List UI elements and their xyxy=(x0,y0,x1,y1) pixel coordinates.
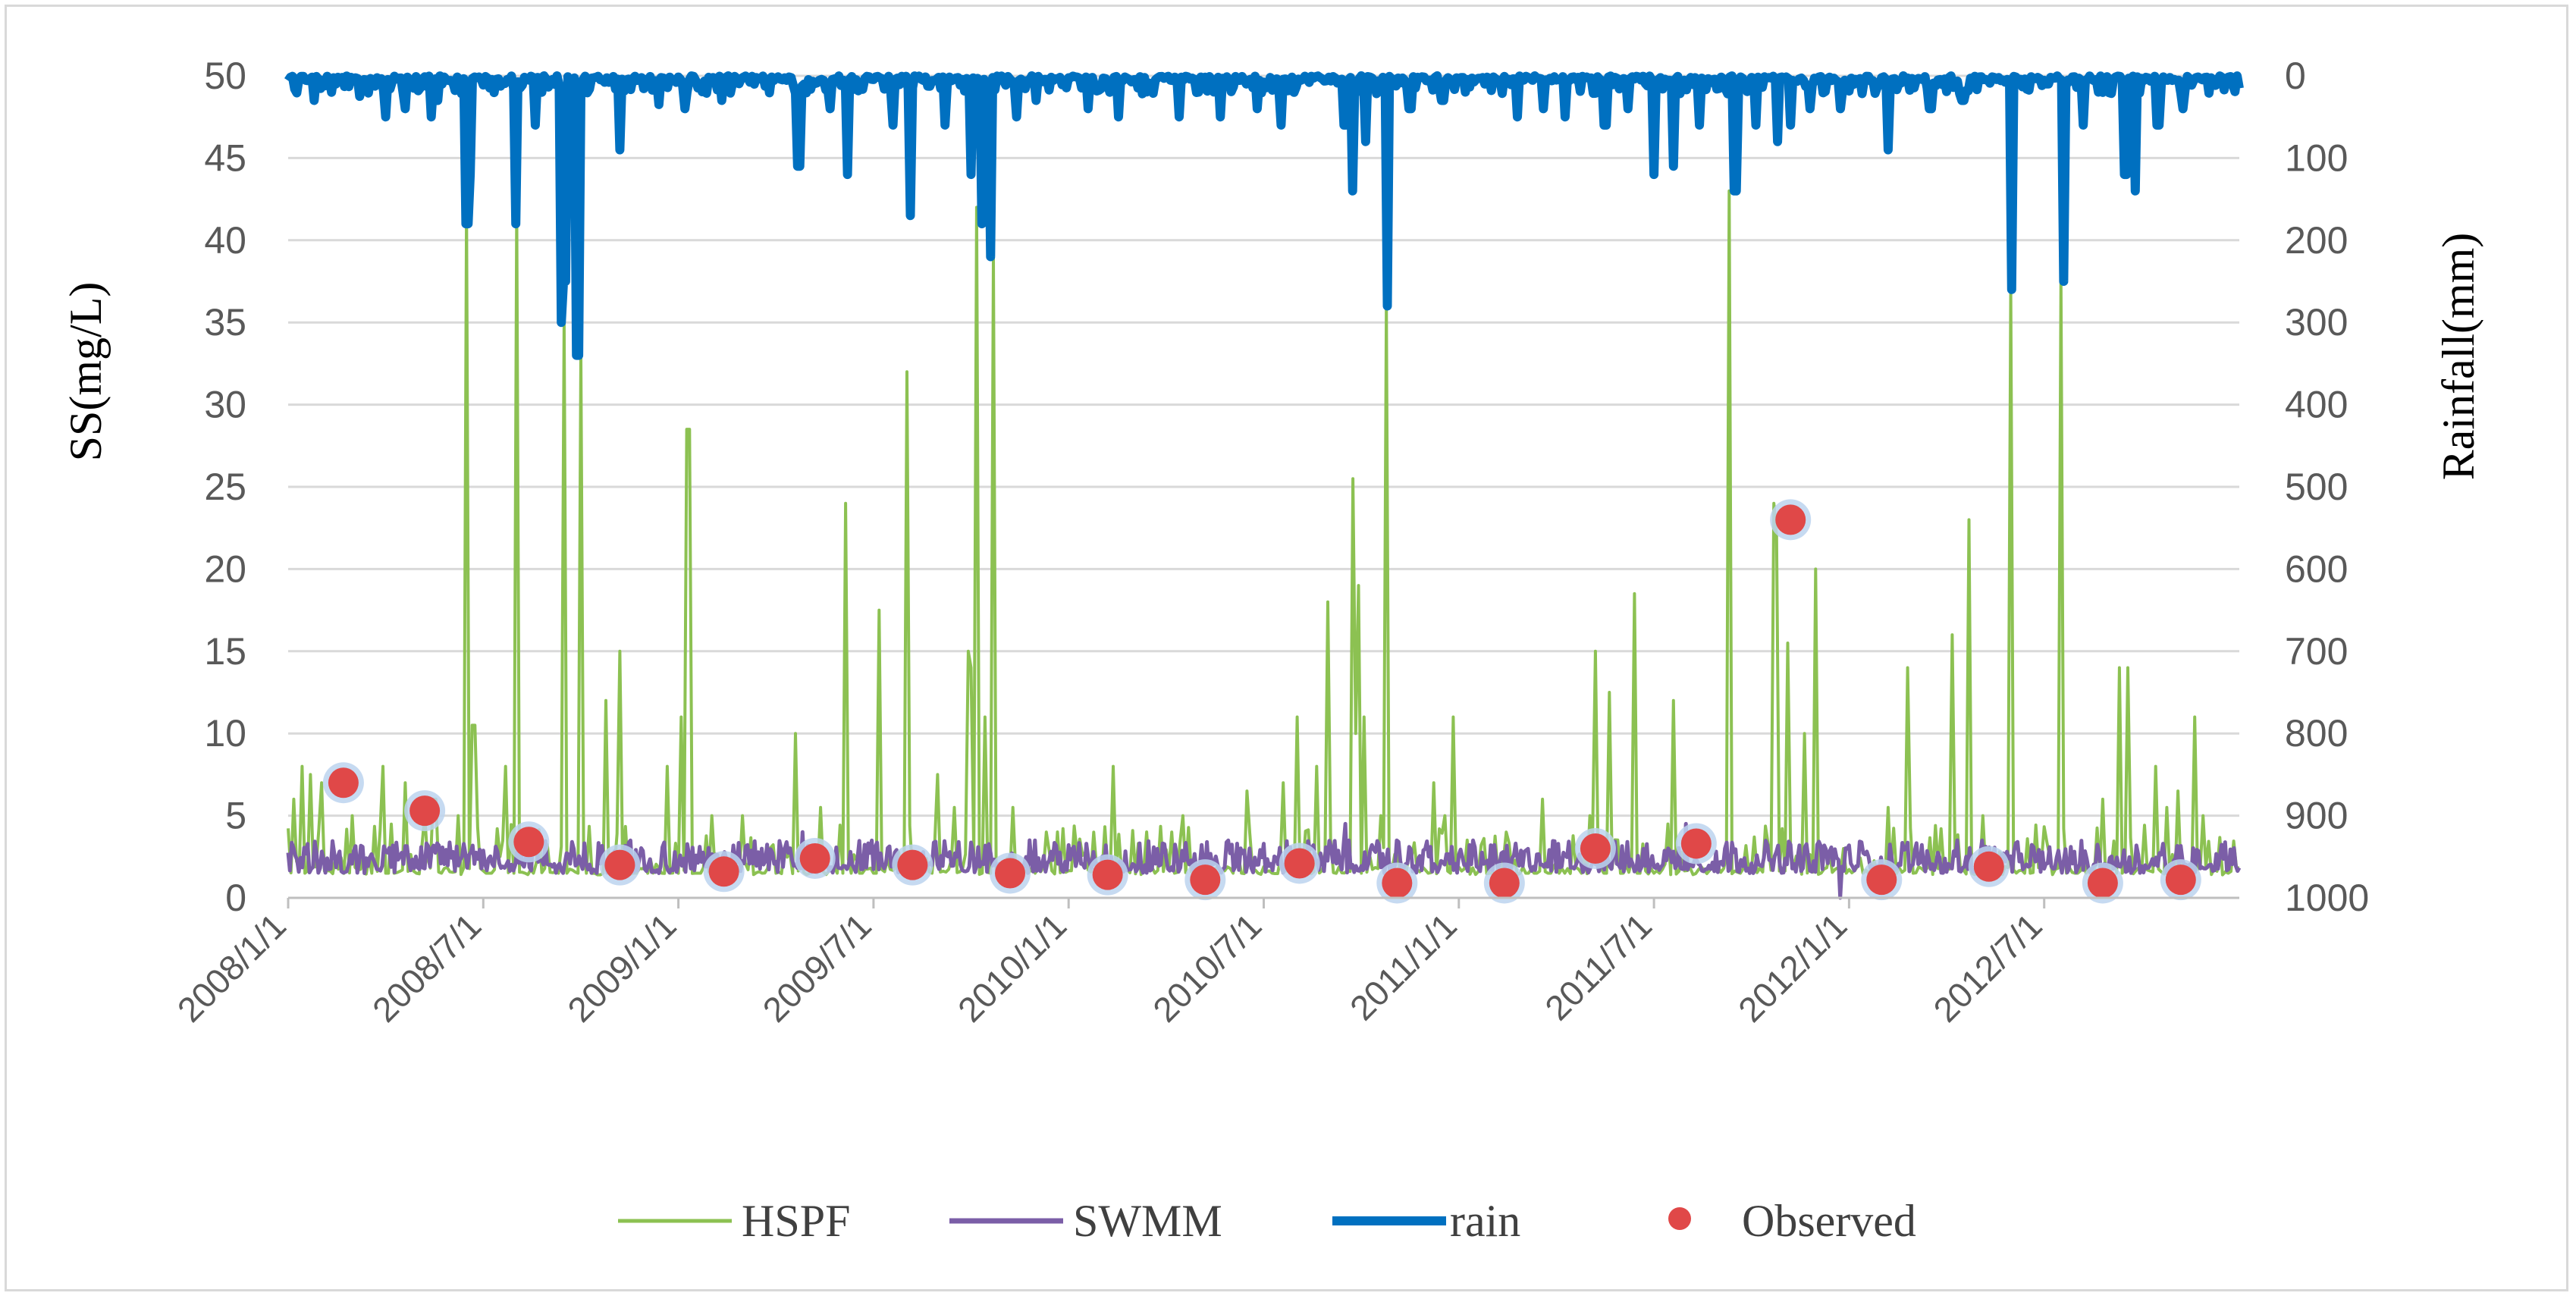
y2-tick-label: 400 xyxy=(2285,384,2348,426)
legend-observed-marker xyxy=(1668,1207,1691,1230)
observed-point xyxy=(1382,868,1413,899)
observed-point xyxy=(328,767,359,799)
y-tick-label: 45 xyxy=(204,136,246,179)
x-tick-label: 2009/1/1 xyxy=(560,905,683,1029)
legend-swmm-label: SWMM xyxy=(1073,1196,1222,1246)
x-tick-label: 2009/7/1 xyxy=(755,905,879,1029)
y2-tick-label: 100 xyxy=(2285,136,2348,179)
y-tick-label: 25 xyxy=(204,466,246,508)
swmm-line xyxy=(286,821,2242,900)
x-ticks: 2008/1/1 2008/7/1 2009/1/1 2009/7/1 2010/1/1… xyxy=(170,898,2050,1030)
x-tick-label: 2012/1/1 xyxy=(1730,905,1854,1029)
legend-observed-label: Observed xyxy=(1742,1196,1916,1246)
observed-point xyxy=(1284,848,1315,879)
y2-tick-label: 200 xyxy=(2285,219,2348,262)
x-tick-label: 2010/7/1 xyxy=(1145,905,1269,1029)
observed-point xyxy=(1775,504,1806,535)
y-axis-title: SS(mg/L) xyxy=(61,282,111,462)
y-tick-label: 20 xyxy=(204,548,246,590)
observed-point xyxy=(409,795,441,827)
observed-point xyxy=(1489,868,1520,899)
y2-tick-label: 800 xyxy=(2285,712,2348,755)
y-right-ticks: 0 100 200 300 400 500 600 700 800 900 1000 xyxy=(2285,55,2369,919)
y-tick-label: 30 xyxy=(204,384,246,426)
y2-tick-label: 0 xyxy=(2285,55,2306,97)
x-tick-label: 2008/7/1 xyxy=(365,905,488,1029)
y2-tick-label: 500 xyxy=(2285,466,2348,508)
observed-point xyxy=(799,842,830,874)
y-tick-label: 50 xyxy=(204,55,246,97)
y2-tick-label: 300 xyxy=(2285,301,2348,344)
rain-line xyxy=(284,71,2244,360)
x-tick-label: 2011/1/1 xyxy=(1342,905,1464,1028)
y-tick-label: 15 xyxy=(204,630,246,673)
y2-tick-label: 900 xyxy=(2285,795,2348,837)
observed-point xyxy=(1866,864,1897,896)
y2-tick-label: 700 xyxy=(2285,630,2348,673)
observed-point xyxy=(604,849,635,880)
observed-point xyxy=(2087,868,2118,899)
y-tick-label: 10 xyxy=(204,712,246,755)
x-tick-label: 2012/7/1 xyxy=(1925,905,2049,1029)
observed-point xyxy=(1190,864,1221,896)
series-swmm xyxy=(286,821,2242,900)
legend: HSPF SWMM rain Observed xyxy=(618,1196,1916,1246)
observed-point xyxy=(897,849,928,880)
y-tick-label: 40 xyxy=(204,219,246,262)
legend-hspf-label: HSPF xyxy=(742,1196,850,1246)
y-tick-label: 0 xyxy=(225,877,246,919)
y-tick-label: 5 xyxy=(225,795,246,837)
y-left-ticks: 0 5 10 15 20 25 30 35 40 45 50 xyxy=(204,55,246,919)
x-tick-label: 2011/7/1 xyxy=(1537,905,1659,1028)
observed-point xyxy=(995,858,1026,889)
observed-point xyxy=(1580,833,1611,864)
observed-point xyxy=(708,856,739,887)
legend-rain-label: rain xyxy=(1450,1196,1520,1246)
y2-tick-label: 600 xyxy=(2285,548,2348,590)
observed-point xyxy=(1973,851,2004,882)
observed-point xyxy=(1092,859,1123,890)
series-observed xyxy=(322,499,2201,904)
series-rain xyxy=(284,71,2244,360)
y-tick-label: 35 xyxy=(204,301,246,344)
x-tick-label: 2008/1/1 xyxy=(170,905,293,1029)
x-tick-label: 2010/1/1 xyxy=(950,905,1074,1029)
y2-tick-label: 1000 xyxy=(2285,877,2369,919)
observed-point xyxy=(513,827,544,858)
chart-frame xyxy=(5,5,2568,1291)
y2-axis-title: Rainfall(mm) xyxy=(2433,233,2483,481)
observed-point xyxy=(2165,864,2196,896)
observed-point xyxy=(1680,828,1712,859)
